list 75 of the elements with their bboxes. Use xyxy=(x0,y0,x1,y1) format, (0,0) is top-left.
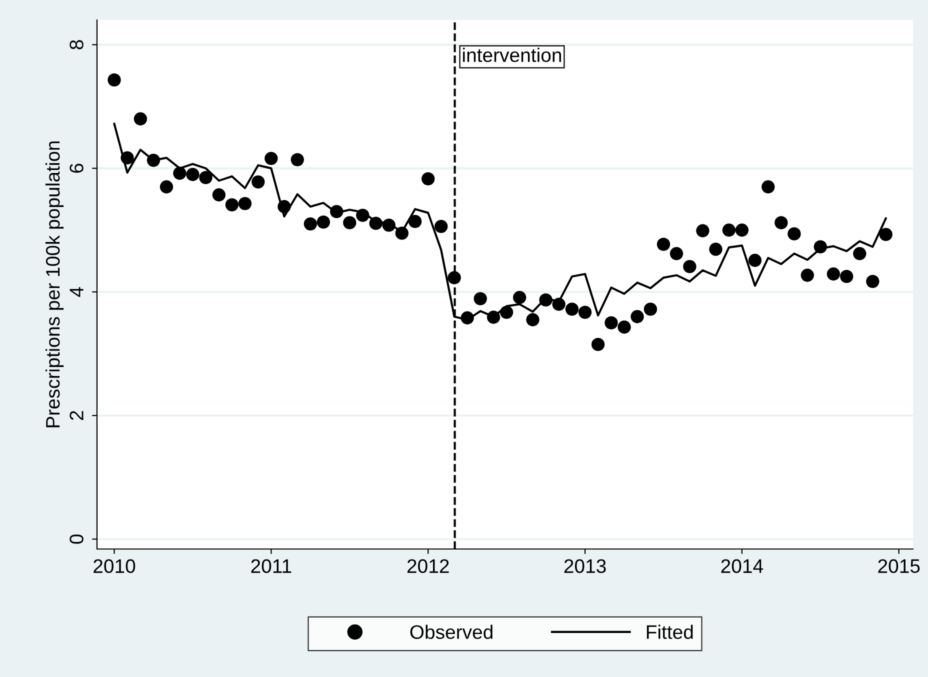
point xyxy=(656,238,670,251)
point xyxy=(186,168,200,182)
point xyxy=(788,227,801,240)
point xyxy=(500,306,514,319)
point xyxy=(800,268,814,282)
point xyxy=(565,302,579,316)
point xyxy=(853,247,866,260)
point xyxy=(252,175,265,188)
point xyxy=(146,154,160,167)
point xyxy=(709,242,722,256)
point xyxy=(120,151,134,164)
point xyxy=(526,313,540,326)
y-tick-label: 2 xyxy=(70,411,84,420)
point xyxy=(290,153,304,166)
point xyxy=(735,224,749,237)
point xyxy=(304,217,318,231)
text: Observed xyxy=(410,624,492,639)
y-tick-label: 0 xyxy=(70,534,84,544)
point xyxy=(173,166,186,180)
point xyxy=(278,200,291,214)
x-tick-label: 2014 xyxy=(721,559,764,574)
x-tick-label: 2012 xyxy=(407,559,449,574)
point xyxy=(722,224,736,237)
y-axis-title: Prescriptions per 100k population xyxy=(45,141,64,428)
x-tick-label: 2010 xyxy=(94,559,136,574)
point xyxy=(644,302,658,316)
point xyxy=(539,293,552,307)
point xyxy=(264,152,278,166)
point xyxy=(460,311,474,324)
point xyxy=(238,196,252,210)
point xyxy=(108,73,121,87)
point xyxy=(448,271,461,284)
ref-line-label: intervention xyxy=(463,48,561,62)
y-tick-label: 4 xyxy=(70,287,84,297)
point xyxy=(552,298,566,311)
point xyxy=(630,310,644,324)
point xyxy=(225,198,239,212)
point xyxy=(369,216,382,230)
point xyxy=(618,320,631,334)
point xyxy=(212,188,226,202)
point xyxy=(474,292,487,306)
point xyxy=(199,171,212,184)
point xyxy=(330,204,344,218)
point xyxy=(748,254,762,267)
point xyxy=(670,247,684,260)
point xyxy=(866,274,880,288)
point xyxy=(316,215,330,229)
point xyxy=(762,180,775,194)
point xyxy=(134,112,148,126)
y-tick-label: 8 xyxy=(70,40,84,50)
point xyxy=(356,208,370,222)
point xyxy=(486,310,500,324)
point xyxy=(683,260,696,274)
point xyxy=(774,216,788,230)
point xyxy=(604,316,618,330)
point xyxy=(343,216,356,230)
point xyxy=(879,228,892,242)
point xyxy=(395,226,408,240)
x-tick-label: 2015 xyxy=(878,559,920,574)
point xyxy=(382,218,396,232)
point xyxy=(160,180,174,194)
point xyxy=(826,267,840,281)
y-tick-label: 6 xyxy=(70,164,84,173)
point xyxy=(513,290,526,304)
legend-label: Fitted xyxy=(646,624,693,639)
point xyxy=(840,270,854,284)
point xyxy=(408,214,422,228)
point xyxy=(578,306,592,319)
point xyxy=(696,224,710,238)
x-tick-label: 2013 xyxy=(564,559,606,574)
point xyxy=(434,220,448,233)
point xyxy=(422,172,435,186)
point xyxy=(591,338,605,352)
x-tick-label: 2011 xyxy=(251,559,292,574)
point xyxy=(814,240,828,254)
